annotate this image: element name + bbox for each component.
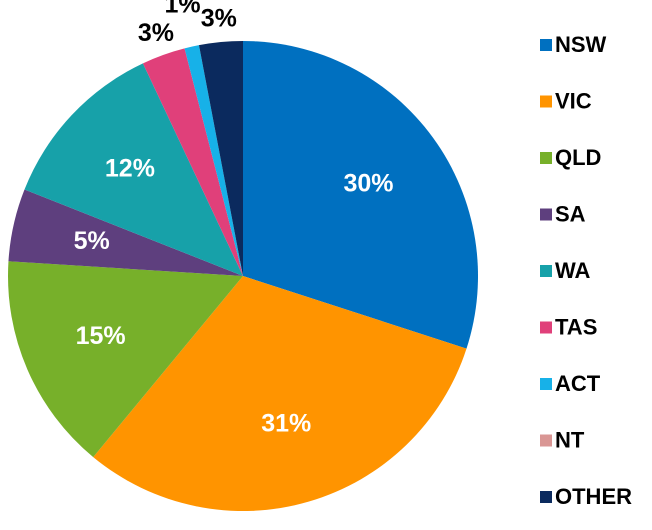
legend-swatch <box>540 265 552 277</box>
legend-label: TAS <box>555 314 597 339</box>
pie-slice <box>142 48 243 276</box>
legend-swatch <box>540 491 552 503</box>
legend-label: QLD <box>555 145 601 170</box>
legend-label: WA <box>555 258 591 283</box>
legend-swatch <box>540 39 552 51</box>
legend-label: NT <box>555 427 585 452</box>
data-label: 12% <box>105 154 155 182</box>
legend-swatch <box>540 321 552 334</box>
pie-slice <box>8 261 244 458</box>
legend-swatch <box>540 434 552 447</box>
legend-label: SA <box>555 201 586 226</box>
data-label: 5% <box>74 227 110 255</box>
legend-label: VIC <box>555 88 592 113</box>
legend-swatch <box>540 152 552 164</box>
legend-swatch <box>540 378 552 390</box>
pie-slice <box>24 63 243 276</box>
data-label: 1% <box>165 0 201 18</box>
legend-swatch <box>540 95 552 108</box>
pie-slice <box>198 41 243 276</box>
data-label: 3% <box>138 19 174 47</box>
pie-slice <box>243 41 478 349</box>
legend-label: ACT <box>555 371 601 396</box>
pie-slice <box>184 45 243 277</box>
legend-label: NSW <box>555 32 607 57</box>
data-label: 3% <box>201 5 237 33</box>
data-label: 31% <box>261 410 311 438</box>
pie-slice <box>8 189 244 276</box>
pie-slice <box>198 45 243 277</box>
data-label: 15% <box>76 322 126 350</box>
data-label: 30% <box>343 169 393 197</box>
legend-swatch <box>540 208 552 221</box>
legend-label: OTHER <box>555 484 632 509</box>
pie-slice <box>93 276 467 512</box>
